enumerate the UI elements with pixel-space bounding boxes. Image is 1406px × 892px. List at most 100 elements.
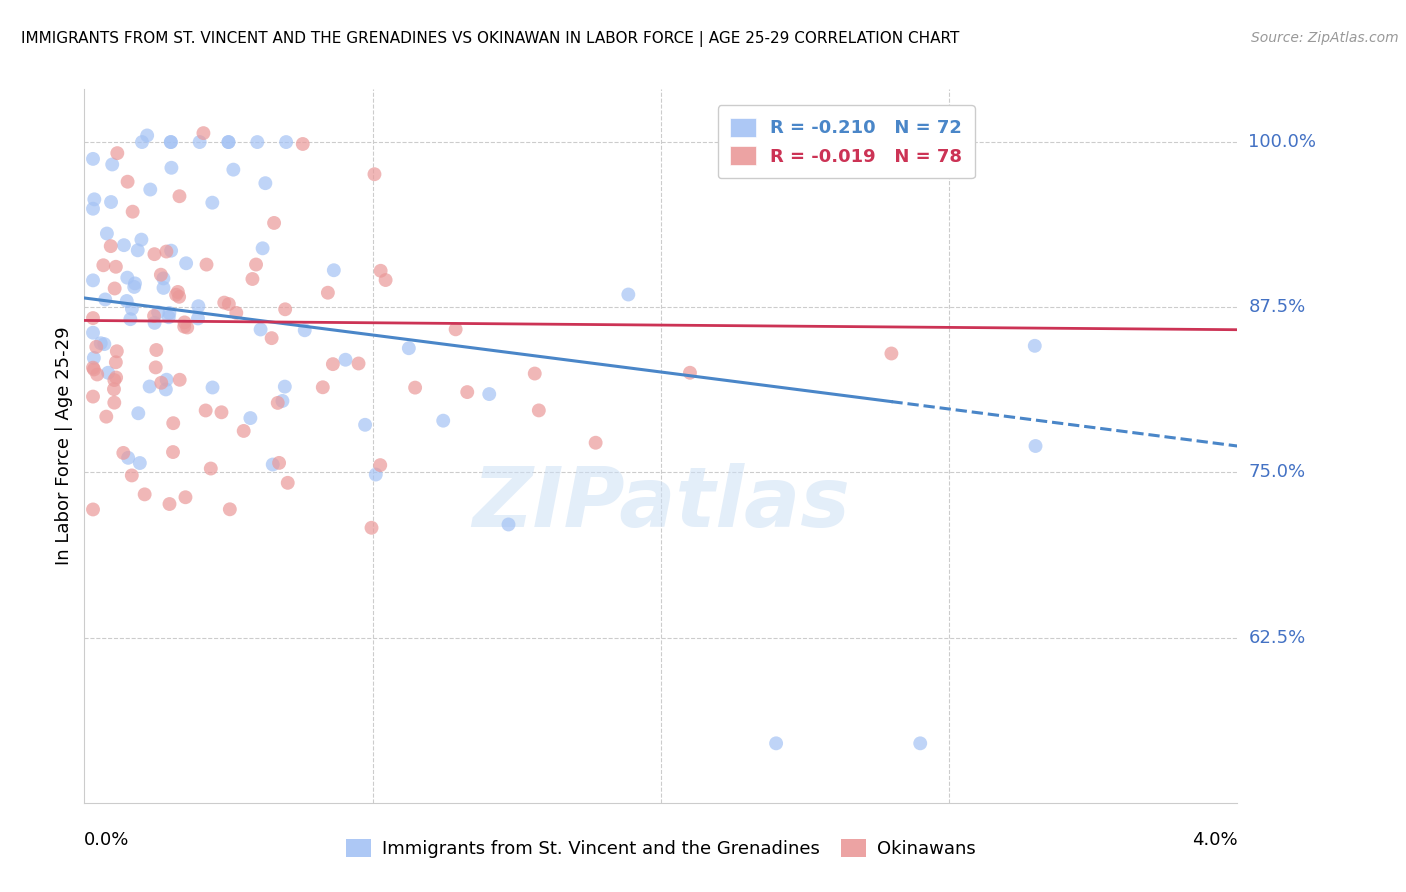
Point [910, 736, 932, 750]
Point [104, 260, 127, 274]
Point [112, 446, 135, 460]
Point [232, 424, 254, 438]
Point [218, 297, 240, 311]
Text: 87.5%: 87.5% [1249, 298, 1306, 317]
Point [115, 293, 138, 308]
Point [211, 405, 233, 419]
Text: 62.5%: 62.5% [1249, 629, 1306, 647]
Point [82, 360, 104, 375]
Point [121, 204, 143, 219]
Point [174, 256, 197, 270]
Point [93, 258, 115, 272]
Point [101, 157, 124, 171]
Point [222, 162, 245, 177]
Point [120, 312, 142, 326]
Point [245, 258, 267, 272]
Point [316, 285, 339, 300]
Point [104, 281, 127, 295]
Point [242, 272, 264, 286]
Point [432, 414, 454, 428]
Point [143, 316, 166, 330]
Point [103, 382, 125, 396]
Point [127, 244, 149, 258]
Point [398, 341, 420, 355]
Point [254, 176, 277, 190]
Point [103, 373, 125, 387]
Point [252, 241, 274, 255]
Point [124, 277, 146, 291]
Point [105, 370, 128, 384]
Point [94, 293, 117, 307]
Point [82, 311, 104, 326]
Text: 0.0%: 0.0% [84, 831, 129, 849]
Point [277, 475, 299, 490]
Point [291, 136, 314, 151]
Point [212, 295, 235, 310]
Point [136, 128, 159, 143]
Point [162, 416, 184, 430]
Point [679, 366, 702, 380]
Point [188, 135, 211, 149]
Point [121, 301, 143, 316]
Point [145, 343, 167, 357]
Point [276, 135, 298, 149]
Point [90, 336, 112, 351]
Point [218, 135, 240, 149]
Point [82, 152, 104, 166]
Point [96, 409, 118, 424]
Point [274, 302, 297, 317]
Point [444, 322, 467, 336]
Point [82, 326, 104, 340]
Point [880, 346, 903, 360]
Point [167, 285, 190, 299]
Point [347, 357, 370, 371]
Point [322, 357, 344, 371]
Point [169, 373, 191, 387]
Point [1025, 439, 1047, 453]
Point [155, 383, 177, 397]
Point [200, 461, 222, 475]
Point [354, 417, 377, 432]
Point [155, 244, 177, 259]
Point [218, 502, 240, 516]
Point [105, 344, 128, 359]
Point [364, 467, 387, 482]
Point [523, 367, 546, 381]
Point [374, 273, 396, 287]
Point [368, 458, 391, 472]
Point [456, 385, 478, 400]
Point [225, 306, 247, 320]
Point [167, 290, 190, 304]
Point [160, 135, 183, 149]
Point [83, 362, 105, 376]
Point [157, 310, 180, 325]
Point [159, 497, 181, 511]
Point [83, 351, 105, 365]
Point [149, 268, 172, 282]
Point [83, 192, 105, 206]
Point [187, 299, 209, 313]
Point [1024, 339, 1046, 353]
Point [131, 135, 153, 149]
Point [260, 331, 283, 345]
Point [201, 380, 224, 394]
Point [139, 182, 162, 196]
Point [201, 195, 224, 210]
Point [82, 390, 104, 404]
Point [152, 271, 174, 285]
Point [131, 233, 153, 247]
Point [143, 309, 166, 323]
Text: 100.0%: 100.0% [1249, 133, 1316, 151]
Point [585, 435, 607, 450]
Point [271, 393, 294, 408]
Text: Source: ZipAtlas.com: Source: ZipAtlas.com [1251, 31, 1399, 45]
Point [150, 376, 173, 390]
Point [370, 264, 392, 278]
Point [97, 366, 120, 380]
Point [267, 456, 290, 470]
Point [195, 258, 218, 272]
Point [117, 450, 139, 465]
Point [112, 238, 135, 252]
Point [169, 189, 191, 203]
Point [294, 323, 316, 337]
